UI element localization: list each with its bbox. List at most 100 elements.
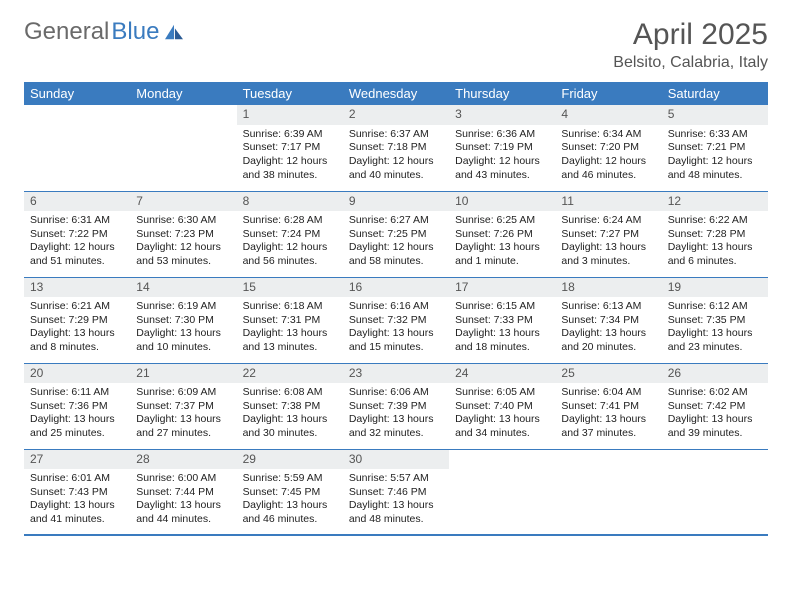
sunrise-line: Sunrise: 6:21 AM [30, 300, 124, 314]
sunset-line: Sunset: 7:43 PM [30, 486, 124, 500]
sunrise-line: Sunrise: 6:11 AM [30, 386, 124, 400]
daylight-line: Daylight: 12 hours and 46 minutes. [561, 155, 655, 182]
daylight-line: Daylight: 13 hours and 34 minutes. [455, 413, 549, 440]
daylight-line: Daylight: 13 hours and 27 minutes. [136, 413, 230, 440]
calendar-day-cell [555, 449, 661, 535]
header: GeneralBlue April 2025 Belsito, Calabria… [24, 18, 768, 72]
sunset-line: Sunset: 7:22 PM [30, 228, 124, 242]
sunset-line: Sunset: 7:44 PM [136, 486, 230, 500]
sunrise-line: Sunrise: 6:09 AM [136, 386, 230, 400]
day-details: Sunrise: 6:21 AMSunset: 7:29 PMDaylight:… [24, 297, 130, 359]
day-number: 29 [237, 450, 343, 470]
calendar-day-cell: 8Sunrise: 6:28 AMSunset: 7:24 PMDaylight… [237, 191, 343, 277]
day-details: Sunrise: 6:33 AMSunset: 7:21 PMDaylight:… [662, 125, 768, 187]
day-number: 28 [130, 450, 236, 470]
day-details: Sunrise: 6:25 AMSunset: 7:26 PMDaylight:… [449, 211, 555, 273]
calendar-day-cell: 1Sunrise: 6:39 AMSunset: 7:17 PMDaylight… [237, 105, 343, 191]
sunset-line: Sunset: 7:41 PM [561, 400, 655, 414]
sunset-line: Sunset: 7:31 PM [243, 314, 337, 328]
calendar-week-row: 27 Sunrise: 6:01 AMSunset: 7:43 PM Dayligh… [24, 449, 768, 535]
daylight-line: Daylight: 12 hours and 58 minutes. [349, 241, 443, 268]
day-details: Sunrise: 6:16 AMSunset: 7:32 PMDaylight:… [343, 297, 449, 359]
day-number: 20 [24, 364, 130, 384]
weekday-header: Tuesday [237, 82, 343, 105]
calendar-day-cell: 24Sunrise: 6:05 AMSunset: 7:40 PMDayligh… [449, 363, 555, 449]
day-details: Sunrise: 6:39 AMSunset: 7:17 PMDaylight:… [237, 125, 343, 187]
calendar-day-cell: 3Sunrise: 6:36 AMSunset: 7:19 PMDaylight… [449, 105, 555, 191]
calendar-table: Sunday Monday Tuesday Wednesday Thursday… [24, 82, 768, 536]
sunrise-line: Sunrise: 6:00 AM [136, 472, 230, 486]
sunrise-line: Sunrise: 6:12 AM [668, 300, 762, 314]
weekday-header: Friday [555, 82, 661, 105]
sunset-line: Sunset: 7:37 PM [136, 400, 230, 414]
sunrise-line: Sunrise: 6:15 AM [455, 300, 549, 314]
sunset-line: Sunset: 7:28 PM [668, 228, 762, 242]
day-number: 15 [237, 278, 343, 298]
day-number: 26 [662, 364, 768, 384]
daylight-line: Daylight: 13 hours and 23 minutes. [668, 327, 762, 354]
sunset-line: Sunset: 7:18 PM [349, 141, 443, 155]
day-number: 8 [237, 192, 343, 212]
day-number: 2 [343, 105, 449, 125]
sunrise-line: Sunrise: 6:05 AM [455, 386, 549, 400]
calendar-day-cell: 15Sunrise: 6:18 AMSunset: 7:31 PMDayligh… [237, 277, 343, 363]
day-details: Sunrise: 6:00 AMSunset: 7:44 PMDaylight:… [130, 469, 236, 531]
day-number: 16 [343, 278, 449, 298]
day-details: Sunrise: 6:06 AMSunset: 7:39 PMDaylight:… [343, 383, 449, 445]
calendar-day-cell: 9Sunrise: 6:27 AMSunset: 7:25 PMDaylight… [343, 191, 449, 277]
sunset-line: Sunset: 7:39 PM [349, 400, 443, 414]
day-number: 27 [24, 450, 130, 470]
daylight-line: Daylight: 12 hours and 53 minutes. [136, 241, 230, 268]
calendar-day-cell: 18Sunrise: 6:13 AMSunset: 7:34 PMDayligh… [555, 277, 661, 363]
sunset-line: Sunset: 7:38 PM [243, 400, 337, 414]
day-details: Sunrise: 6:37 AMSunset: 7:18 PMDaylight:… [343, 125, 449, 187]
sunrise-line: Sunrise: 6:16 AM [349, 300, 443, 314]
calendar-day-cell: 27Sunrise: 6:01 AMSunset: 7:43 PMDayligh… [24, 449, 130, 535]
daylight-line: Daylight: 12 hours and 40 minutes. [349, 155, 443, 182]
day-details: Sunrise: 6:02 AMSunset: 7:42 PMDaylight:… [662, 383, 768, 445]
sunset-line: Sunset: 7:34 PM [561, 314, 655, 328]
page-title: April 2025 [613, 18, 768, 52]
sunset-line: Sunset: 7:26 PM [455, 228, 549, 242]
day-number: 14 [130, 278, 236, 298]
calendar-day-cell: 12Sunrise: 6:22 AMSunset: 7:28 PMDayligh… [662, 191, 768, 277]
sunset-line: Sunset: 7:21 PM [668, 141, 762, 155]
day-number: 19 [662, 278, 768, 298]
calendar-day-cell [24, 105, 130, 191]
sunrise-line: Sunrise: 6:06 AM [349, 386, 443, 400]
day-number: 1 [237, 105, 343, 125]
sunrise-line: Sunrise: 6:34 AM [561, 128, 655, 142]
calendar-day-cell: 14Sunrise: 6:19 AMSunset: 7:30 PMDayligh… [130, 277, 236, 363]
day-details: Sunrise: 6:13 AMSunset: 7:34 PMDaylight:… [555, 297, 661, 359]
sunrise-line: Sunrise: 6:25 AM [455, 214, 549, 228]
sunrise-line: Sunrise: 6:28 AM [243, 214, 337, 228]
weekday-header: Sunday [24, 82, 130, 105]
sunrise-line: Sunrise: 6:01 AM [30, 472, 124, 486]
calendar-day-cell: 10Sunrise: 6:25 AMSunset: 7:26 PMDayligh… [449, 191, 555, 277]
sunset-line: Sunset: 7:24 PM [243, 228, 337, 242]
sunset-line: Sunset: 7:17 PM [243, 141, 337, 155]
daylight-line: Daylight: 12 hours and 38 minutes. [243, 155, 337, 182]
day-number: 9 [343, 192, 449, 212]
day-details: Sunrise: 5:59 AMSunset: 7:45 PMDaylight:… [237, 469, 343, 531]
calendar-day-cell: 20Sunrise: 6:11 AMSunset: 7:36 PMDayligh… [24, 363, 130, 449]
daylight-line: Daylight: 12 hours and 51 minutes. [30, 241, 124, 268]
day-number: 12 [662, 192, 768, 212]
daylight-line: Daylight: 13 hours and 48 minutes. [349, 499, 443, 526]
weekday-header: Monday [130, 82, 236, 105]
sunrise-line: Sunrise: 5:59 AM [243, 472, 337, 486]
sunrise-line: Sunrise: 6:13 AM [561, 300, 655, 314]
daylight-line: Daylight: 13 hours and 6 minutes. [668, 241, 762, 268]
day-details: Sunrise: 6:04 AMSunset: 7:41 PMDaylight:… [555, 383, 661, 445]
daylight-line: Daylight: 13 hours and 3 minutes. [561, 241, 655, 268]
sunrise-line: Sunrise: 6:39 AM [243, 128, 337, 142]
daylight-line: Daylight: 13 hours and 8 minutes. [30, 327, 124, 354]
day-details: Sunrise: 6:19 AMSunset: 7:30 PMDaylight:… [130, 297, 236, 359]
day-details: Sunrise: 6:18 AMSunset: 7:31 PMDaylight:… [237, 297, 343, 359]
logo-text-gray: General [24, 18, 109, 46]
daylight-line: Daylight: 13 hours and 18 minutes. [455, 327, 549, 354]
sunset-line: Sunset: 7:19 PM [455, 141, 549, 155]
sunset-line: Sunset: 7:36 PM [30, 400, 124, 414]
day-details: Sunrise: 6:09 AMSunset: 7:37 PMDaylight:… [130, 383, 236, 445]
calendar-week-row: 6Sunrise: 6:31 AMSunset: 7:22 PMDaylight… [24, 191, 768, 277]
